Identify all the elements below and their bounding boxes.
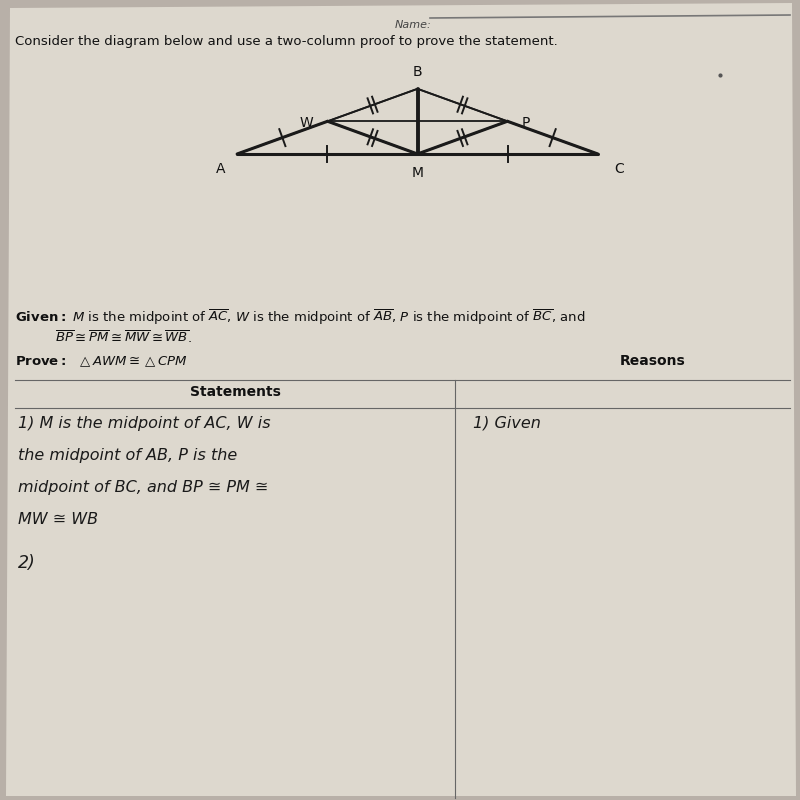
Text: B: B bbox=[413, 65, 422, 79]
Text: MW ≅ WB: MW ≅ WB bbox=[18, 512, 98, 527]
Text: $\mathbf{Given:}$ $M$ is the midpoint of $\overline{AC}$, $W$ is the midpoint of: $\mathbf{Given:}$ $M$ is the midpoint of… bbox=[15, 308, 586, 327]
Text: $\overline{BP} \cong \overline{PM} \cong \overline{MW} \cong \overline{WB}$.: $\overline{BP} \cong \overline{PM} \cong… bbox=[55, 330, 192, 346]
Text: Name:: Name: bbox=[395, 20, 432, 30]
Text: C: C bbox=[614, 162, 624, 176]
Text: 1) M is the midpoint of AC, W is: 1) M is the midpoint of AC, W is bbox=[18, 416, 270, 431]
Text: M: M bbox=[411, 166, 423, 180]
Text: Statements: Statements bbox=[190, 385, 281, 399]
Text: A: A bbox=[216, 162, 226, 176]
Text: 2): 2) bbox=[18, 554, 36, 572]
Text: $\mathbf{Prove:}$  $\triangle AWM \cong \triangle CPM$: $\mathbf{Prove:}$ $\triangle AWM \cong \… bbox=[15, 354, 188, 369]
Text: Consider the diagram below and use a two-column proof to prove the statement.: Consider the diagram below and use a two… bbox=[15, 35, 558, 48]
Polygon shape bbox=[6, 3, 796, 796]
Text: midpoint of BC, and BP ≅ PM ≅: midpoint of BC, and BP ≅ PM ≅ bbox=[18, 480, 268, 495]
Text: P: P bbox=[522, 116, 530, 130]
Text: the midpoint of AB, P is the: the midpoint of AB, P is the bbox=[18, 448, 238, 463]
Text: W: W bbox=[300, 116, 314, 130]
Text: 1) Given: 1) Given bbox=[473, 416, 541, 431]
Text: Reasons: Reasons bbox=[620, 354, 686, 368]
